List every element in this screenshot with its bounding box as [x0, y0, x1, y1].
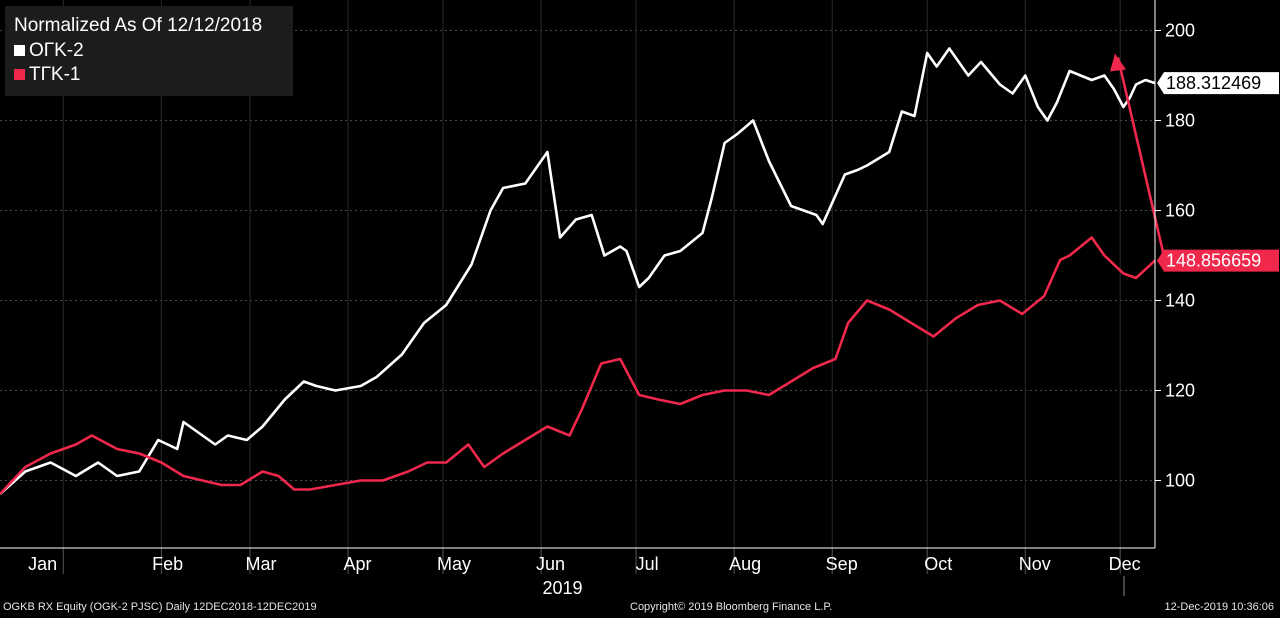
x-tick-label-apr: Apr: [344, 554, 372, 574]
x-tick-label-mar: Mar: [246, 554, 277, 574]
legend-title: Normalized As Of 12/12/2018: [14, 15, 263, 36]
last-value-tag-label-0: 188.312469: [1166, 73, 1261, 93]
footer-security: OGKB RX Equity (OGK-2 PJSC) Daily 12DEC2…: [3, 601, 317, 613]
last-value-tag-label-1: 148.856659: [1166, 251, 1261, 271]
y-tick-label-160: 160: [1165, 201, 1195, 221]
x-axis-labels: Jan Feb Mar Apr May Jun Jul Aug Sep Oct Nov Dec 2019: [28, 554, 1141, 598]
series-line-1: [0, 236, 1156, 495]
legend-swatch-ogk2: [14, 45, 25, 56]
legend-entry-ogk2: OГK-2: [14, 40, 84, 62]
legend-swatch-tgk1: [14, 69, 25, 80]
x-year-label: 2019: [542, 578, 582, 598]
y-tick-label-140: 140: [1165, 291, 1195, 311]
y-tick-label-100: 100: [1165, 471, 1195, 491]
y-tick-label-120: 120: [1165, 381, 1195, 401]
gridlines: [0, 30, 1155, 481]
last-value-tags: 188.312469 148.856659: [1157, 72, 1279, 272]
y-axis: 100 120 140 160 180 200: [0, 0, 1195, 549]
x-tick-label-dec: Dec: [1109, 554, 1141, 574]
x-tick-label-may: May: [437, 554, 471, 574]
x-tick-label-sep: Sep: [826, 554, 858, 574]
x-tick-label-nov: Nov: [1019, 554, 1051, 574]
x-tick-label-jun: Jun: [536, 554, 565, 574]
series-line-0: [0, 47, 1156, 495]
annotation-arrow-shaft: [1116, 57, 1167, 261]
annotation-arrow-head: [1110, 53, 1126, 72]
x-tick-label-feb: Feb: [152, 554, 183, 574]
x-tick-label-jan: Jan: [28, 554, 57, 574]
last-value-tag-bg-0: [1157, 72, 1279, 95]
last-value-tag-bg-1: [1157, 249, 1279, 272]
x-tick-label-aug: Aug: [729, 554, 761, 574]
legend: Normalized As Of 12/12/2018 OГK-2 TГK-1: [5, 6, 293, 96]
series-lines: [0, 47, 1167, 495]
footer-timestamp: 12-Dec-2019 10:36:06: [1164, 601, 1274, 613]
y-tick-label-200: 200: [1165, 21, 1195, 41]
x-tick-label-oct: Oct: [924, 554, 952, 574]
x-tick-label-jul: Jul: [636, 554, 659, 574]
y-tick-label-180: 180: [1165, 111, 1195, 131]
footer-copyright: Copyright© 2019 Bloomberg Finance L.P.: [630, 601, 833, 613]
legend-label-tgk1: TГK-1: [29, 64, 81, 85]
legend-label-ogk2: OГK-2: [29, 40, 84, 61]
legend-entry-tgk1: TГK-1: [14, 64, 80, 86]
